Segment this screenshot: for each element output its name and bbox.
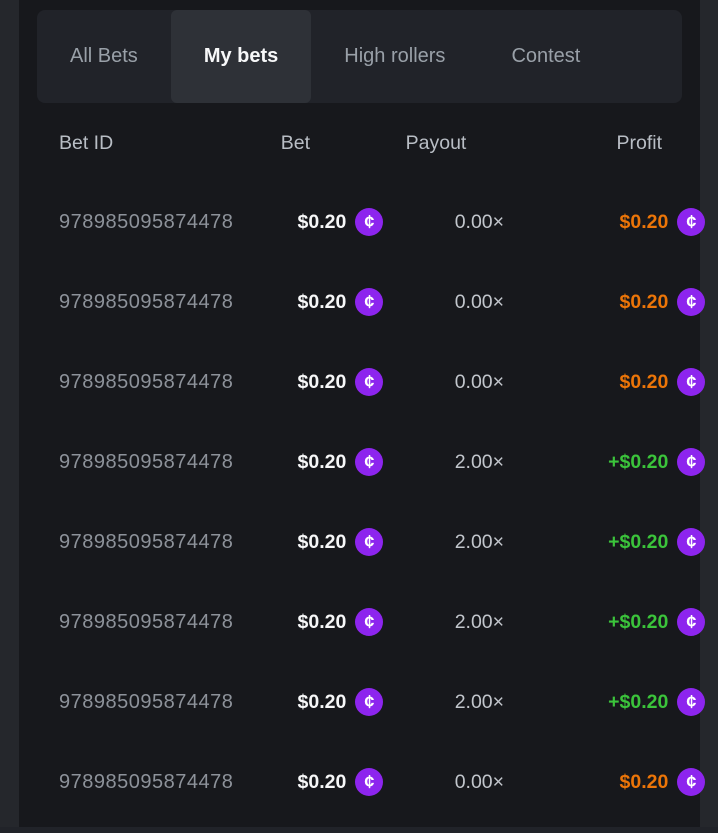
payout-multiplier: 2.00× [454,690,505,713]
bet-cell: $0.20 ¢ [233,448,384,476]
coin-icon: ¢ [355,608,384,636]
bet-cell: $0.20 ¢ [233,688,384,716]
profit-cell: +$0.20 ¢ [575,448,706,476]
table-row[interactable]: 978985095874478 $0.20 ¢ 0.00× $0.20 ¢ [19,262,706,342]
bet-cell: $0.20 ¢ [233,768,384,796]
coin-icon: ¢ [355,368,384,396]
coin-icon: ¢ [677,688,706,716]
profit-cell: $0.20 ¢ [575,288,706,316]
tab-all-bets[interactable]: All Bets [70,45,138,67]
profit-amount: $0.20 [619,770,669,793]
coin-icon: ¢ [677,608,706,636]
col-header-payout: Payout [405,131,467,154]
bet-amount: $0.20 [297,690,347,713]
bet-cell: $0.20 ¢ [233,288,384,316]
bet-id: 978985095874478 [59,770,234,793]
col-header-profit: Profit [616,131,662,154]
profit-amount: +$0.20 [608,690,669,713]
bottom-divider [0,827,718,833]
bet-amount: $0.20 [297,770,347,793]
bet-cell: $0.20 ¢ [233,528,384,556]
bet-cell: $0.20 ¢ [233,368,384,396]
bets-tabbar: All Bets My bets High rollers Contest [37,10,682,103]
payout-multiplier: 0.00× [454,290,505,313]
bet-id: 978985095874478 [59,290,234,313]
coin-icon: ¢ [355,448,384,476]
coin-icon: ¢ [355,208,384,236]
profit-cell: $0.20 ¢ [575,768,706,796]
coin-icon: ¢ [677,288,706,316]
coin-icon: ¢ [355,768,384,796]
payout-multiplier: 0.00× [454,370,505,393]
profit-amount: $0.20 [619,210,669,233]
table-row[interactable]: 978985095874478 $0.20 ¢ 2.00× +$0.20 ¢ [19,582,706,662]
bets-table: Bet ID Bet Payout Profit 978985095874478 $0.… [19,113,706,822]
coin-icon: ¢ [677,448,706,476]
bet-cell: $0.20 ¢ [233,608,384,636]
bet-id: 978985095874478 [59,210,234,233]
tab-my-bets[interactable]: My bets [170,10,312,103]
bet-id: 978985095874478 [59,690,234,713]
bets-panel: All Bets My bets High rollers Contest Bet I… [19,0,706,833]
bet-amount: $0.20 [297,370,347,393]
col-header-bet-id: Bet ID [59,131,114,154]
coin-icon: ¢ [677,208,706,236]
bet-id: 978985095874478 [59,530,234,553]
profit-amount: $0.20 [619,290,669,313]
bet-amount: $0.20 [297,210,347,233]
coin-icon: ¢ [677,368,706,396]
profit-amount: +$0.20 [608,530,669,553]
tab-contest[interactable]: Contest [511,45,581,67]
bet-id: 978985095874478 [59,610,234,633]
bet-amount: $0.20 [297,290,347,313]
profit-cell: $0.20 ¢ [575,368,706,396]
profit-cell: $0.20 ¢ [575,208,706,236]
table-body: 978985095874478 $0.20 ¢ 0.00× $0.20 ¢ 97898509… [19,182,706,822]
table-header-row: Bet ID Bet Payout Profit [19,113,700,173]
profit-amount: +$0.20 [608,610,669,633]
coin-icon: ¢ [355,288,384,316]
table-row[interactable]: 978985095874478 $0.20 ¢ 2.00× +$0.20 ¢ [19,422,706,502]
bet-id: 978985095874478 [59,370,234,393]
bet-amount: $0.20 [297,530,347,553]
col-header-bet: Bet [280,131,310,154]
payout-multiplier: 2.00× [454,610,505,633]
left-edge-panel [0,0,19,833]
profit-cell: +$0.20 ¢ [575,528,706,556]
bet-cell: $0.20 ¢ [233,208,384,236]
payout-multiplier: 2.00× [454,530,505,553]
table-row[interactable]: 978985095874478 $0.20 ¢ 0.00× $0.20 ¢ [19,342,706,422]
coin-icon: ¢ [677,768,706,796]
profit-cell: +$0.20 ¢ [575,688,706,716]
table-row[interactable]: 978985095874478 $0.20 ¢ 0.00× $0.20 ¢ [19,182,706,262]
profit-amount: $0.20 [619,370,669,393]
payout-multiplier: 0.00× [454,770,505,793]
bet-id: 978985095874478 [59,450,234,473]
payout-multiplier: 0.00× [454,210,505,233]
bet-amount: $0.20 [297,450,347,473]
bet-amount: $0.20 [297,610,347,633]
table-row[interactable]: 978985095874478 $0.20 ¢ 2.00× +$0.20 ¢ [19,662,706,742]
profit-cell: +$0.20 ¢ [575,608,706,636]
profit-amount: +$0.20 [608,450,669,473]
coin-icon: ¢ [355,688,384,716]
payout-multiplier: 2.00× [454,450,505,473]
table-row[interactable]: 978985095874478 $0.20 ¢ 0.00× $0.20 ¢ [19,742,706,822]
tab-high-rollers[interactable]: High rollers [344,45,446,67]
table-row[interactable]: 978985095874478 $0.20 ¢ 2.00× +$0.20 ¢ [19,502,706,582]
coin-icon: ¢ [677,528,706,556]
coin-icon: ¢ [355,528,384,556]
